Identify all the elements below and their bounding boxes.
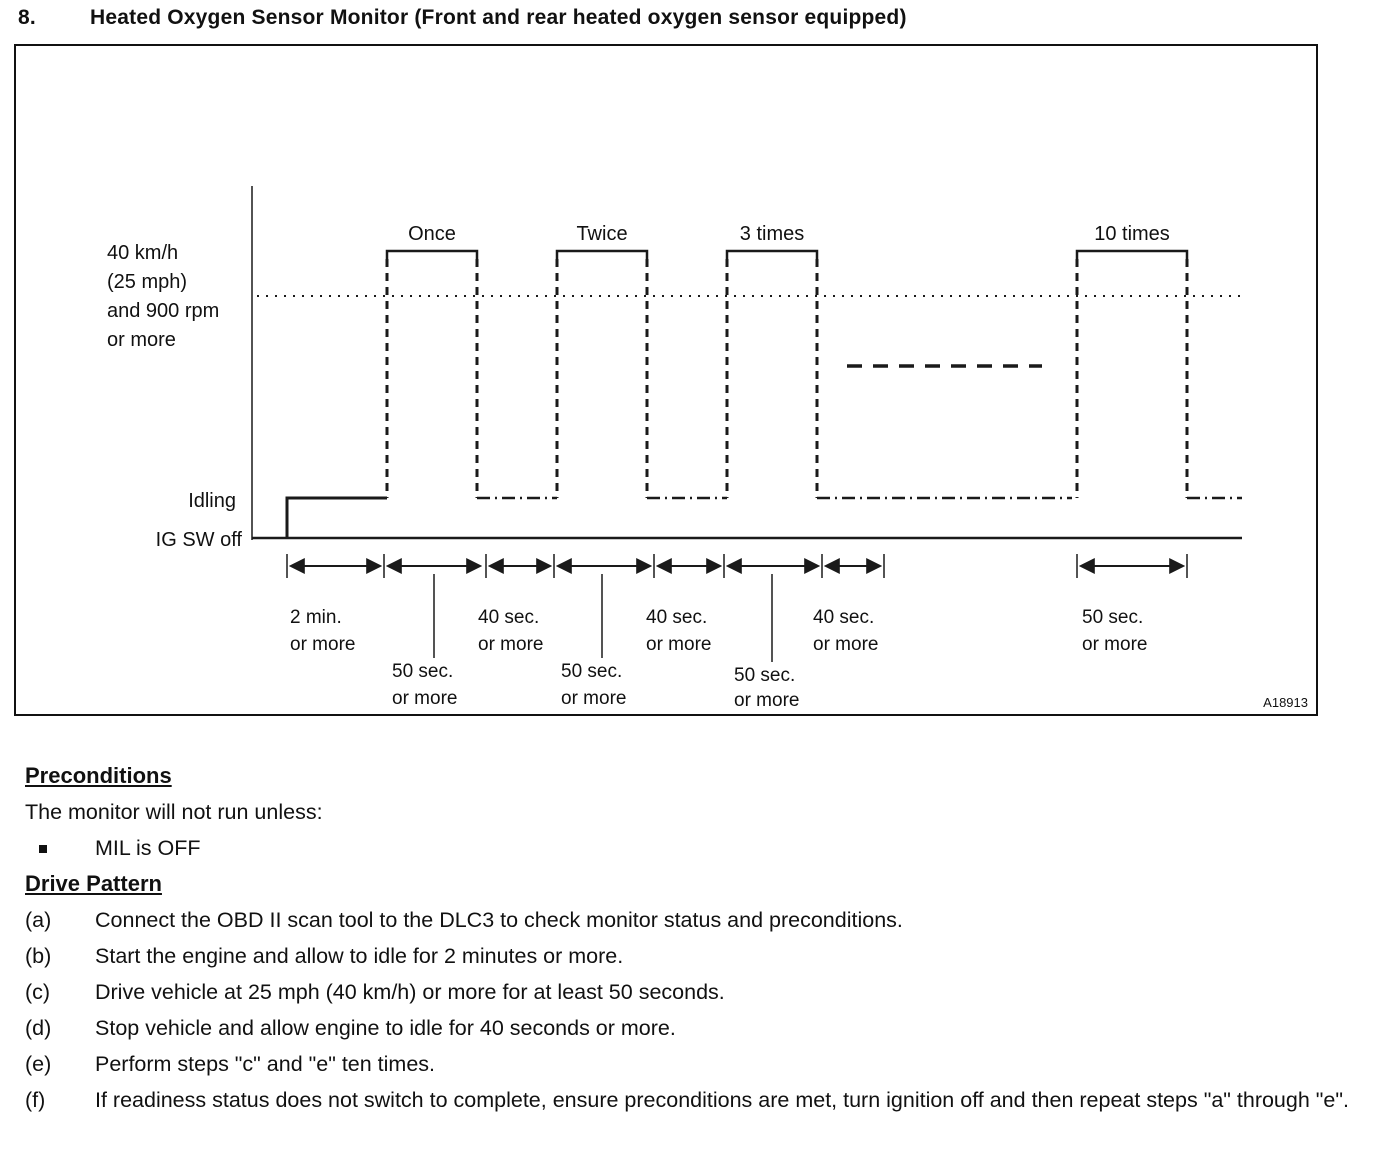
interval-label-50sec3-line1: 50 sec.: [734, 665, 795, 686]
interval-label-50sec-final-line1: 50 sec.: [1082, 607, 1143, 628]
step-text: Perform steps "c" and "e" ten times.: [95, 1052, 436, 1076]
figure-id: A18913: [1263, 695, 1308, 710]
step-label: (f): [25, 1088, 46, 1112]
interval-label-40sec1-line2: or more: [478, 634, 543, 655]
speed-label-line4: or more: [107, 329, 176, 351]
step-text: Drive vehicle at 25 mph (40 km/h) or mor…: [95, 980, 725, 1004]
interval-label-50sec1-line2: or more: [392, 688, 457, 709]
interval-label-50sec2-line2: or more: [561, 688, 626, 709]
drive-pattern-step: (d) Stop vehicle and allow engine to idl…: [25, 1010, 1361, 1046]
pulse-label-10times: 10 times: [1094, 223, 1170, 245]
step-label: (a): [25, 908, 52, 932]
idling-label: Idling: [188, 490, 236, 512]
speed-label-line3: and 900 rpm: [107, 300, 219, 322]
drive-pattern-chart: 40 km/h (25 mph) and 900 rpm or more Idl…: [107, 186, 1308, 711]
drive-pattern-step: (e) Perform steps "c" and "e" ten times.: [25, 1046, 1361, 1082]
interval-label-2min-line2: or more: [290, 634, 355, 655]
drive-pattern-heading: Drive Pattern: [25, 871, 162, 896]
step-text: Stop vehicle and allow engine to idle fo…: [95, 1016, 676, 1040]
interval-label-40sec3-line2: or more: [813, 634, 878, 655]
step-text: Connect the OBD II scan tool to the DLC3…: [95, 908, 903, 932]
speed-label-line1: 40 km/h: [107, 242, 178, 264]
pulse-label-3times: 3 times: [740, 223, 804, 245]
step-label: (c): [25, 980, 51, 1004]
interval-label-40sec2-line1: 40 sec.: [646, 607, 707, 628]
drive-pattern-step: (a) Connect the OBD II scan tool to the …: [25, 902, 1361, 938]
speed-label-line2: (25 mph): [107, 271, 187, 293]
ig-sw-off-label: IG SW off: [156, 529, 243, 551]
page-title: Heated Oxygen Sensor Monitor (Front and …: [90, 6, 907, 29]
section-heading: 8. Heated Oxygen Sensor Monitor (Front a…: [18, 6, 907, 30]
interval-label-50sec2-line1: 50 sec.: [561, 661, 622, 682]
drive-pattern-step: (b) Start the engine and allow to idle f…: [25, 938, 1361, 974]
interval-label-50sec1-line1: 50 sec.: [392, 661, 453, 682]
interval-label-2min-line1: 2 min.: [290, 607, 342, 628]
precondition-bullet-text: MIL is OFF: [95, 836, 201, 860]
step-label: (b): [25, 944, 52, 968]
interval-label-40sec2-line2: or more: [646, 634, 711, 655]
pulse-label-twice: Twice: [576, 223, 627, 245]
pulse4-top-bracket: [1075, 249, 1189, 259]
step-label: (d): [25, 1016, 52, 1040]
step-text: Start the engine and allow to idle for 2…: [95, 944, 624, 968]
pulse3-top-bracket: [725, 249, 819, 259]
interval-label-40sec3-line1: 40 sec.: [813, 607, 874, 628]
pulse2-top-bracket: [555, 249, 649, 259]
precondition-bullet-item: MIL is OFF: [25, 830, 1361, 866]
step-label: (e): [25, 1052, 52, 1076]
pulse-label-once: Once: [408, 223, 456, 245]
body-content: Preconditions The monitor will not run u…: [25, 758, 1361, 1118]
drive-pattern-step: (c) Drive vehicle at 25 mph (40 km/h) or…: [25, 974, 1361, 1010]
drive-pattern-step: (f) If readiness status does not switch …: [25, 1082, 1361, 1118]
interval-label-50sec-final-line2: or more: [1082, 634, 1147, 655]
step-text: If readiness status does not switch to c…: [95, 1088, 1349, 1112]
preconditions-heading: Preconditions: [25, 763, 172, 788]
section-number: 8.: [18, 6, 36, 29]
waveform-start-step: [285, 496, 387, 538]
interval-label-50sec3-line2: or more: [734, 690, 799, 711]
drive-pattern-diagram: 40 km/h (25 mph) and 900 rpm or more Idl…: [14, 44, 1318, 716]
bullet-icon: [39, 845, 47, 853]
interval-label-40sec1-line1: 40 sec.: [478, 607, 539, 628]
pulse1-top-bracket: [385, 249, 479, 259]
preconditions-intro: The monitor will not run unless:: [25, 800, 323, 824]
